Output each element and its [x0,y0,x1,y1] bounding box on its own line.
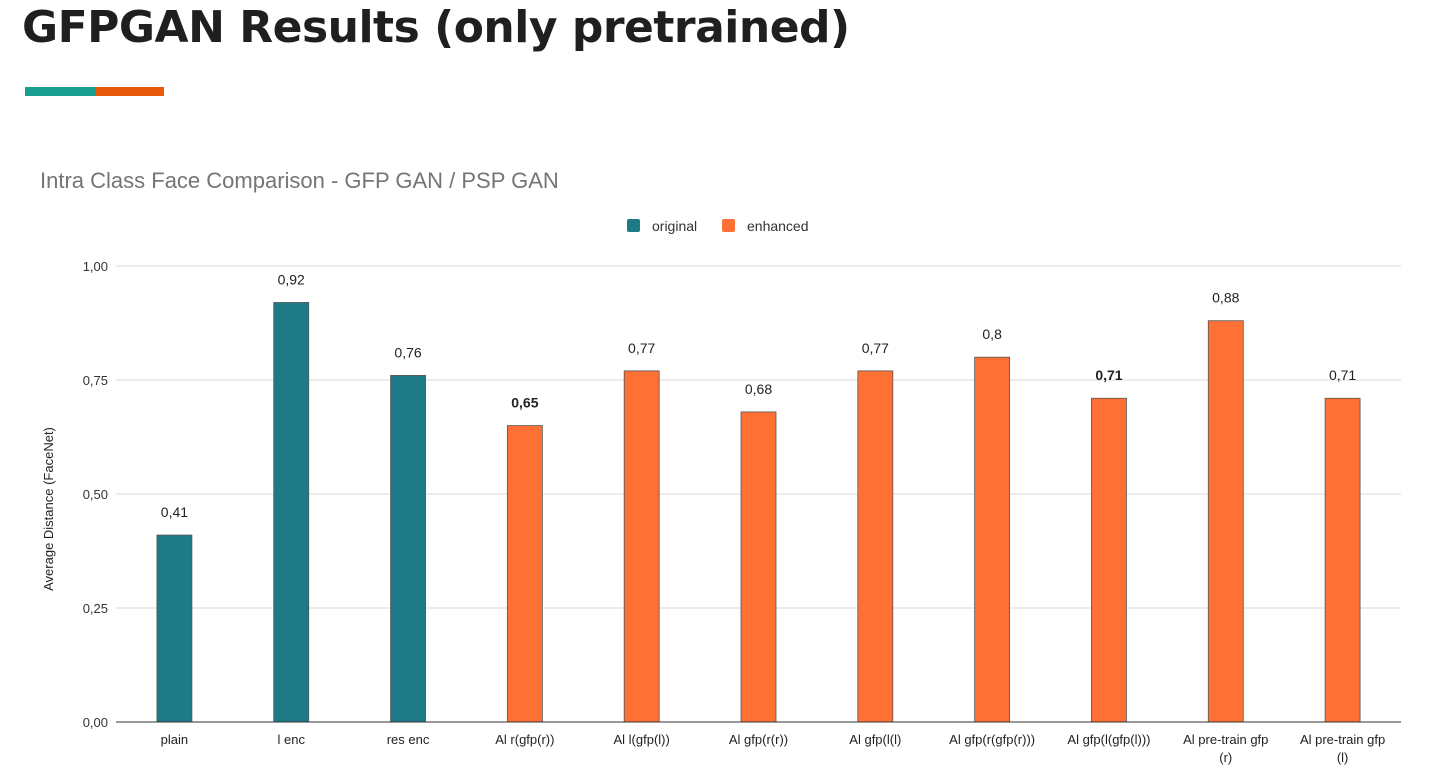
y-axis-label: Average Distance (FaceNet) [41,427,56,591]
y-tick-label: 0,75 [83,373,108,388]
x-tick-label: Al gfp(l(l) [849,732,901,747]
bars [156,302,1361,723]
x-tick-label: l enc [277,732,305,747]
x-tick-label: Al pre-train gfp (l) [1300,732,1385,765]
bar [974,356,1011,723]
bar-value-label: 0,41 [161,504,188,520]
title-accent-teal [25,87,96,96]
bar [156,534,193,723]
x-tick-label: Al l(gfp(l)) [614,732,670,747]
bar-value-label: 0,68 [745,381,772,397]
chart-title: Intra Class Face Comparison - GFP GAN / … [40,168,559,193]
bar-value-label: 0,65 [511,395,538,411]
legend-label-enhanced: enhanced [747,218,809,234]
bar [740,411,777,723]
bar-chart: Intra Class Face Comparison - GFP GAN / … [0,150,1443,780]
y-tick-label: 0,00 [83,715,108,730]
bar-value-label: 0,71 [1329,367,1356,383]
y-tick-label: 0,50 [83,487,108,502]
bar [623,370,660,723]
x-axis-labels: plain l enc res enc Al r(gfp(r)) Al l(gfp(l)… [161,732,1386,765]
slide-title: GFPGAN Results (only pretrained) [22,2,850,53]
bar-value-label: 0,76 [394,344,421,360]
chart-legend: original enhanced [627,218,809,234]
bar-value-label: 0,71 [1095,367,1122,383]
title-accent-orange [96,87,164,96]
bar-value-label: 0,88 [1212,290,1239,306]
value-labels: 0,41 0,92 0,76 0,65 0,77 0,68 0,77 0,8 0,71 0,88 0… [161,271,1357,520]
x-tick-label: res enc [387,732,430,747]
x-tick-label: Al gfp(l(gfp(l))) [1067,732,1150,747]
bar-value-label: 0,77 [628,340,655,356]
bar [857,370,894,723]
bar [506,425,543,723]
legend-swatch-enhanced [722,219,735,232]
y-tick-label: 0,25 [83,601,108,616]
x-tick-label: Al gfp(r(gfp(r))) [949,732,1035,747]
x-tick-label: Al r(gfp(r)) [495,732,554,747]
bar [1324,397,1361,723]
legend-swatch-original [627,219,640,232]
bar-value-label: 0,92 [278,271,305,287]
bar-value-label: 0,8 [982,326,1002,342]
chart-svg: Intra Class Face Comparison - GFP GAN / … [40,168,1401,765]
legend-label-original: original [652,218,697,234]
bar [1091,397,1127,723]
bar [1207,320,1244,723]
y-tick-label: 1,00 [83,259,108,274]
bar [390,375,426,723]
bar-value-label: 0,77 [862,340,889,356]
x-tick-label: Al gfp(r(r)) [729,732,788,747]
y-axis-ticks: 0,00 0,25 0,50 0,75 1,00 [83,259,108,730]
x-tick-label: plain [161,732,188,747]
bar [273,302,310,723]
x-tick-label: Al pre-train gfp (r) [1183,732,1268,765]
